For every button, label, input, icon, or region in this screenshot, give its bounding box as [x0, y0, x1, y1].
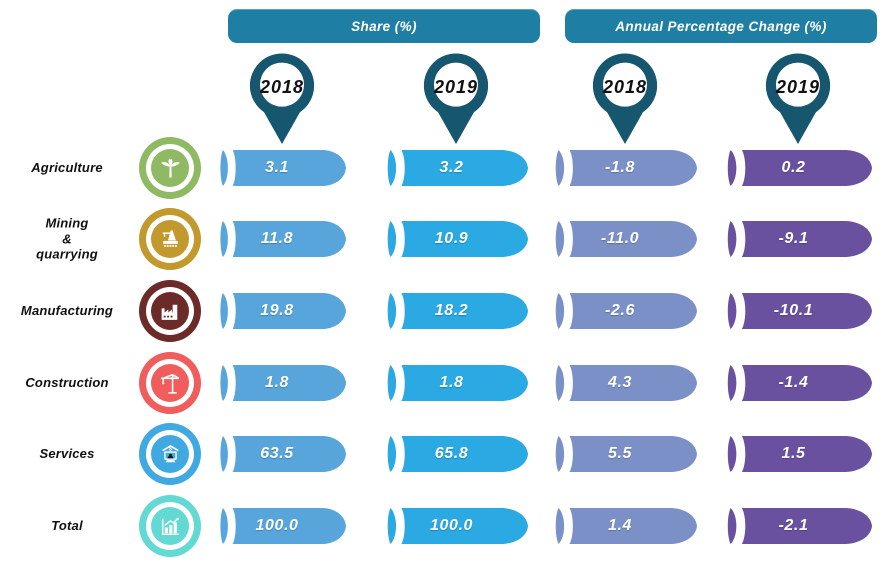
bar-value: 0.2 [781, 159, 806, 176]
bar-value: -1.4 [778, 374, 809, 391]
crane-icon [160, 373, 179, 394]
bar-value: 19.8 [260, 302, 294, 319]
value-bar: -9.1 [725, 220, 872, 258]
apc-section-header: Annual Percentage Change (%) [565, 9, 877, 43]
factory-icon [161, 304, 177, 320]
value-bar: 11.8 [218, 220, 346, 258]
bar-value: 3.1 [264, 159, 290, 176]
map-pin-icon [249, 53, 315, 145]
map-pin-icon [423, 53, 489, 145]
sector-badge [139, 137, 201, 199]
sector-label: Manufacturing [20, 303, 114, 319]
sector-badge [139, 208, 201, 270]
bar-value: -2.1 [778, 517, 809, 534]
value-bar: 3.2 [385, 149, 528, 187]
sector-row-agriculture: Agriculture 3.1 3.2 -1.8 [0, 137, 885, 199]
sector-row-mining: Mining & quarrying 11.8 10.9 [0, 208, 885, 270]
pin-share-2019: 2019 [417, 53, 495, 145]
value-bar: 100.0 [385, 507, 528, 545]
map-pin-icon [592, 53, 658, 145]
value-bar: 65.8 [385, 435, 528, 473]
sector-label: Mining & quarrying [36, 215, 98, 262]
bar-value: 3.2 [439, 159, 464, 176]
sector-row-construction: Construction 1.8 1.8 4.3 [0, 352, 885, 414]
share-section-header: Share (%) [228, 9, 540, 43]
sector-label: Services [39, 446, 95, 462]
pin-apc-2018: 2018 [586, 53, 664, 145]
value-bar: 63.5 [218, 435, 346, 473]
value-bar: -2.1 [725, 507, 872, 545]
bar-value: 65.8 [434, 445, 469, 462]
palm-tree-icon [160, 158, 180, 177]
value-bar: 1.5 [725, 435, 872, 473]
value-bar: 100.0 [218, 507, 346, 545]
bar-value: 10.9 [434, 230, 469, 247]
sector-badge [139, 495, 201, 557]
bar-value: 100.0 [429, 517, 474, 534]
sector-row-total: Total 100.0 100.0 1.4 [0, 495, 885, 557]
sector-row-services: Services $ 63.5 65.8 [0, 423, 885, 485]
value-bar: -2.6 [553, 292, 697, 330]
value-bar: 18.2 [385, 292, 528, 330]
map-pin-icon [765, 53, 831, 145]
bar-chart-icon [161, 517, 179, 535]
bar-value: 4.3 [607, 374, 633, 391]
oil-rig-icon [162, 229, 178, 247]
bar-value: 11.8 [260, 230, 294, 247]
value-bar: 5.5 [553, 435, 697, 473]
sector-row-manufacturing: Manufacturing 19.8 18.2 -2.6 [0, 280, 885, 342]
value-bar: 19.8 [218, 292, 346, 330]
bar-value: 1.4 [607, 517, 633, 534]
bar-value: -1.8 [605, 159, 635, 176]
bar-value: 18.2 [434, 302, 469, 319]
value-bar: 1.8 [218, 364, 346, 402]
bar-value: -10.1 [773, 302, 814, 319]
pin-year-label: 2018 [259, 77, 305, 97]
sector-label: Agriculture [31, 160, 103, 176]
value-bar: 1.8 [385, 364, 528, 402]
sector-label: Construction [25, 375, 109, 391]
value-bar: 3.1 [218, 149, 346, 187]
pin-year-label: 2019 [775, 77, 821, 97]
bar-value: 5.5 [607, 445, 633, 462]
value-bar: -10.1 [725, 292, 872, 330]
computer-user-icon: $ [161, 444, 179, 462]
value-bar: 4.3 [553, 364, 697, 402]
bar-value: -2.6 [605, 302, 635, 319]
value-bar: -11.0 [553, 220, 697, 258]
sector-badge: $ [139, 423, 201, 485]
value-bar: 1.4 [553, 507, 697, 545]
bar-value: 1.8 [439, 374, 464, 391]
pin-apc-2019: 2019 [759, 53, 837, 145]
bar-value: 100.0 [255, 517, 299, 534]
bar-value: -11.0 [600, 230, 640, 247]
bar-value: 1.5 [781, 445, 806, 462]
share-header-label: Share (%) [351, 18, 417, 34]
sector-badge [139, 352, 201, 414]
value-bar: -1.4 [725, 364, 872, 402]
bar-value: -9.1 [778, 230, 809, 247]
pin-year-label: 2018 [602, 77, 648, 97]
svg-text:$: $ [168, 446, 172, 452]
value-bar: 10.9 [385, 220, 528, 258]
value-bar: -1.8 [553, 149, 697, 187]
value-bar: 0.2 [725, 149, 872, 187]
sector-badge [139, 280, 201, 342]
sector-label: Total [51, 518, 83, 534]
apc-header-label: Annual Percentage Change (%) [615, 18, 827, 34]
bar-value: 1.8 [264, 374, 290, 391]
pin-year-label: 2019 [433, 77, 479, 97]
bar-value: 63.5 [260, 445, 294, 462]
pin-share-2018: 2018 [243, 53, 321, 145]
